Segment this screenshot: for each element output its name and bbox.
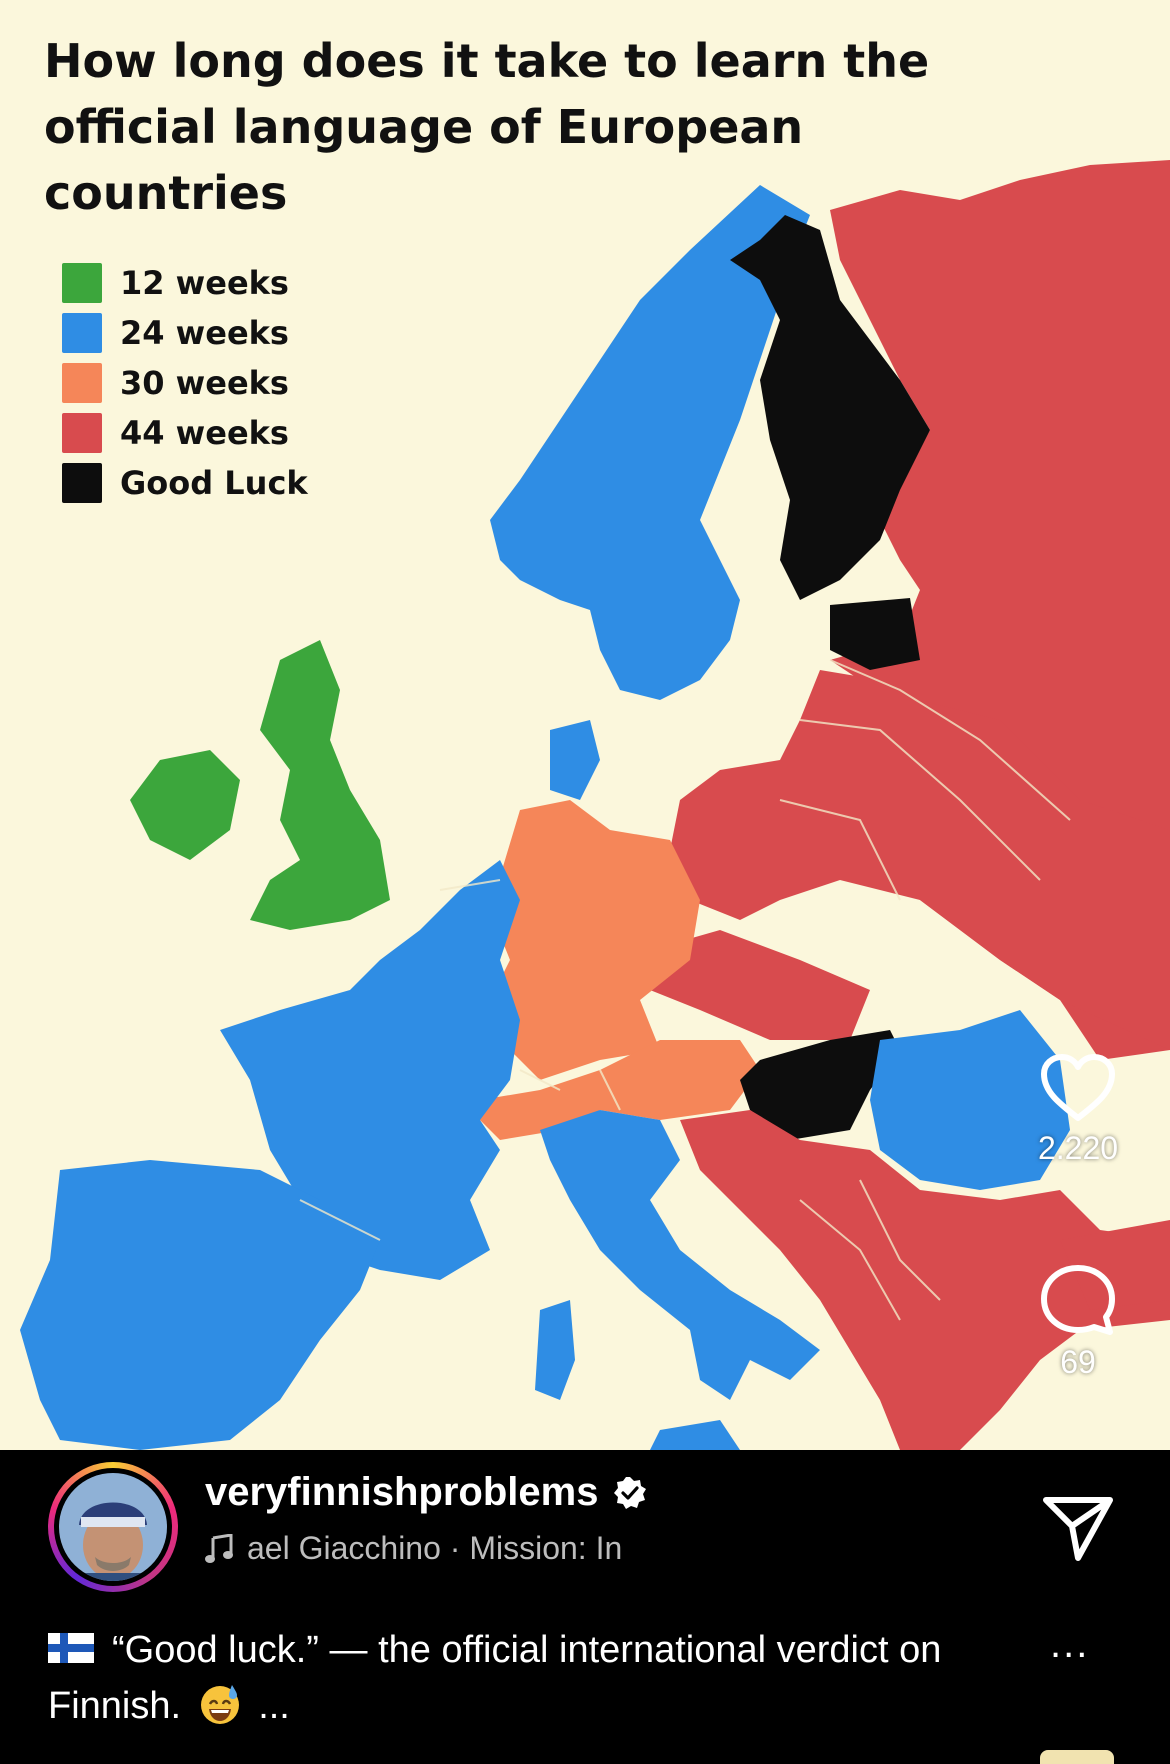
region-iberia <box>20 1160 380 1450</box>
avatar <box>59 1473 167 1581</box>
region-ireland <box>130 750 240 860</box>
post-image[interactable]: How long does it take to learn the offic… <box>0 0 1170 1450</box>
comment-button[interactable]: 69 <box>1023 1262 1133 1381</box>
country-borders <box>299 659 1071 1321</box>
legend-item: 24 weeks <box>62 308 308 358</box>
audio-attribution[interactable]: ael Giacchino · Mission: In <box>205 1530 695 1567</box>
next-post-thumbnail[interactable] <box>1040 1750 1114 1764</box>
region-scandinavia <box>490 185 810 700</box>
verified-badge-icon <box>614 1476 647 1509</box>
map-legend: 12 weeks 24 weeks 30 weeks 44 weeks Good… <box>62 258 308 508</box>
caption-more[interactable]: ... <box>258 1685 290 1727</box>
like-button[interactable]: 2.220 <box>1023 1052 1133 1167</box>
avatar-story-ring[interactable] <box>48 1462 178 1592</box>
legend-label: 44 weeks <box>120 414 289 452</box>
caption-text: “Good luck.” — the official internationa… <box>48 1629 942 1727</box>
username[interactable]: veryfinnishproblems <box>205 1470 599 1514</box>
region-france <box>220 860 520 1280</box>
post-footer: veryfinnishproblems ael Giacchino · Miss… <box>0 1450 1170 1764</box>
region-central-east <box>670 670 1170 1050</box>
region-estonia <box>830 598 920 670</box>
heart-icon <box>1041 1054 1115 1121</box>
legend-swatch-24-weeks <box>62 313 102 353</box>
legend-label: 12 weeks <box>120 264 289 302</box>
legend-swatch-12-weeks <box>62 263 102 303</box>
legend-swatch-good-luck <box>62 463 102 503</box>
finland-flag-icon <box>48 1632 94 1663</box>
legend-item: Good Luck <box>62 458 308 508</box>
region-romania <box>870 1010 1070 1190</box>
region-hungary <box>740 1030 900 1140</box>
more-options-button[interactable]: ... <box>1050 1622 1090 1666</box>
region-finland <box>730 215 930 600</box>
region-austria-switzerland <box>480 1040 760 1140</box>
audio-text: ael Giacchino · Mission: In <box>247 1530 623 1566</box>
region-balkans <box>680 1110 1170 1450</box>
legend-label: Good Luck <box>120 464 308 502</box>
music-note-icon <box>205 1533 233 1563</box>
region-denmark <box>550 720 600 800</box>
comment-count: 69 <box>1060 1344 1096 1380</box>
region-turkey <box>1060 1220 1170 1310</box>
region-italy <box>540 1110 820 1400</box>
region-germany <box>490 800 700 1080</box>
legend-label: 30 weeks <box>120 364 289 402</box>
region-sardinia <box>535 1300 575 1400</box>
sweat-smile-emoji-icon <box>200 1684 239 1724</box>
send-icon[interactable] <box>1040 1492 1116 1564</box>
region-sicily <box>650 1420 740 1450</box>
avatar-frame <box>54 1468 172 1586</box>
legend-swatch-44-weeks <box>62 413 102 453</box>
legend-item: 12 weeks <box>62 258 308 308</box>
legend-label: 24 weeks <box>120 314 289 352</box>
comment-icon <box>1041 1265 1115 1335</box>
europe-map <box>20 160 1170 1450</box>
region-czech-slovakia <box>650 930 870 1040</box>
legend-item: 44 weeks <box>62 408 308 458</box>
legend-swatch-30-weeks <box>62 363 102 403</box>
map-title: How long does it take to learn the offic… <box>44 34 930 220</box>
region-uk <box>250 640 390 930</box>
author-row: veryfinnishproblems <box>205 1470 648 1515</box>
legend-item: 30 weeks <box>62 358 308 408</box>
like-count: 2.220 <box>1037 1130 1119 1166</box>
post-caption[interactable]: “Good luck.” — the official internationa… <box>48 1622 968 1734</box>
